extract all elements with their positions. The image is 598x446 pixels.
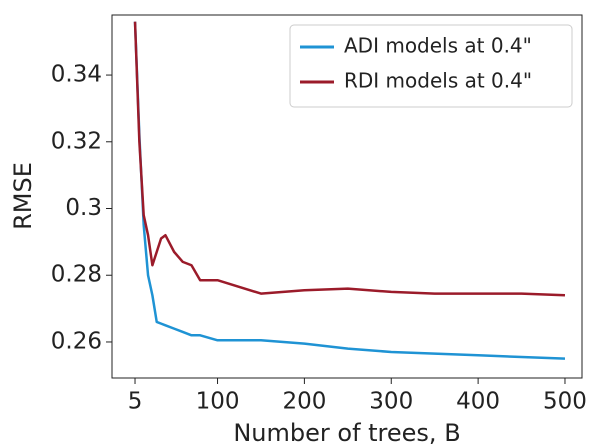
x-tick-label: 500 (543, 389, 587, 415)
x-tick-label: 100 (196, 389, 240, 415)
legend-box (289, 24, 573, 108)
series-line (133, 21, 566, 360)
y-axis-label: RMSE (9, 162, 37, 230)
y-tick-label: 0.3 (65, 195, 102, 221)
legend-label: ADI models at 0.4" (344, 34, 532, 58)
series-line (133, 21, 566, 297)
y-tick-label: 0.28 (51, 262, 102, 288)
y-tick-label: 0.34 (51, 62, 102, 88)
y-tick-label: 0.32 (51, 128, 102, 154)
x-tick-label: 200 (282, 389, 326, 415)
x-axis-label: Number of trees, B (233, 419, 460, 446)
x-tick-label: 300 (369, 389, 413, 415)
x-tick-label: 400 (456, 389, 500, 415)
plot-frame (111, 14, 583, 379)
y-tick-label: 0.26 (51, 328, 102, 354)
legend: ADI models at 0.4" RDI models at 0.4" (289, 24, 573, 108)
x-tick-label: 5 (128, 389, 143, 415)
legend-label: RDI models at 0.4" (344, 69, 532, 93)
